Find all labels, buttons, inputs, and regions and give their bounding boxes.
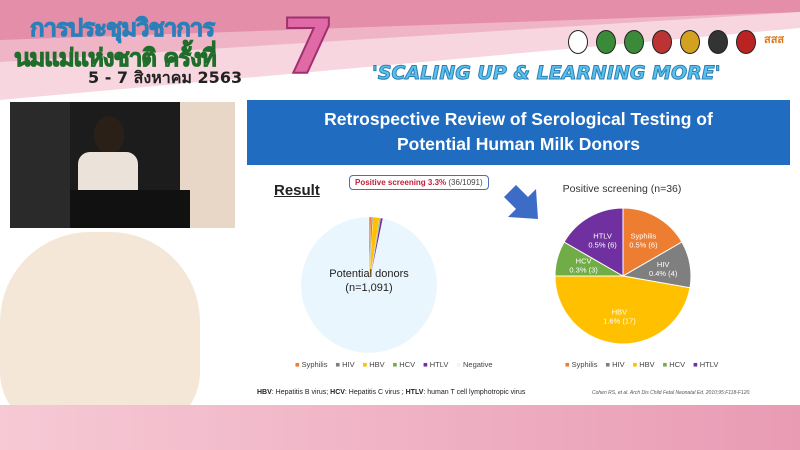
result-heading: Result [274, 182, 320, 199]
footer-band [0, 405, 800, 450]
abbreviation-footnote: HBV: Hepatitis B virus; HCV: Hepatitis C… [257, 389, 525, 396]
pie-slice-hbv [554, 275, 691, 345]
pie-data-label: HIV [657, 260, 670, 269]
logo-icon [568, 30, 588, 54]
logo-icon [624, 30, 644, 54]
pie-slice-htlv [563, 207, 624, 277]
donors-pie-chart [300, 216, 438, 354]
conference-banner: การประชุมวิชาการ นมแม่แห่งชาติ ครั้งที่ … [0, 0, 800, 100]
positive-screening-callout: Positive screening 3.3% (36/1091) [349, 175, 489, 190]
donors-label-line2: (n=1,091) [345, 282, 393, 294]
presentation-slide: Retrospective Review of Serological Test… [247, 100, 790, 405]
footnote-abbr: HBV [257, 389, 272, 396]
slide-title: Retrospective Review of Serological Test… [247, 100, 790, 165]
pie-data-label: 0.4% (4) [649, 269, 678, 278]
legend-item-syphilis: Syphilis [565, 360, 598, 369]
footnote-abbr: HCV [330, 389, 345, 396]
legend-item-hcv: HCV [393, 360, 415, 369]
conference-title-line2: นมแม่แห่งชาติ ครั้งที่ [14, 44, 218, 73]
donors-pie-label: Potential donors (n=1,091) [299, 267, 439, 295]
edition-number: 7 [281, 1, 336, 92]
right-pie-title: Positive screening (n=36) [562, 183, 682, 195]
logo-icon [652, 30, 672, 54]
logo-icon [680, 30, 700, 54]
legend-item-htlv: HTLV [423, 360, 449, 369]
podium [70, 190, 190, 228]
callout-detail: (36/1091) [448, 178, 483, 187]
pie-data-label: Syphilis [630, 232, 656, 241]
legend-item-syphilis: Syphilis [295, 360, 328, 369]
conference-date: 5 - 7 สิงหาคม 2563 [88, 68, 243, 87]
speaker-head [94, 116, 124, 154]
logo-icon [708, 30, 728, 54]
donors-pie-legend: Syphilis HIV HBV HCV HTLV Negative [295, 360, 493, 369]
footnote-text: : Hepatitis B virus; [271, 389, 331, 396]
callout-bold: Positive screening 3.3% [355, 178, 447, 187]
decorative-child-photo [0, 232, 200, 432]
thaihealth-logo: สสส [764, 33, 785, 46]
pie-data-label: 1.6% (17) [603, 317, 636, 326]
logo-icon [596, 30, 616, 54]
legend-item-hbv: HBV [633, 360, 654, 369]
donors-label-line1: Potential donors [329, 268, 409, 280]
sponsor-logos: สสส [568, 30, 784, 54]
slide-title-line1: Retrospective Review of Serological Test… [324, 109, 713, 129]
pie-data-label: HTLV [593, 232, 612, 241]
legend-item-hiv: HIV [335, 360, 355, 369]
positive-pie-legend: Syphilis HIV HBV HCV HTLV [565, 360, 719, 369]
pie-data-label: HCV [576, 256, 592, 265]
slogan: 'SCALING UP & LEARNING MORE' [372, 62, 722, 85]
pie-data-label: 0.3% (3) [569, 265, 598, 274]
footnote-text: : Hepatitis C virus ; [344, 389, 406, 396]
logo-icon [736, 30, 756, 54]
legend-item-hbv: HBV [363, 360, 384, 369]
arrow-icon [504, 185, 538, 219]
legend-item-hiv: HIV [605, 360, 625, 369]
speaker-body [78, 152, 138, 192]
pie-slice-negative [300, 216, 438, 354]
pie-slice-syphilis [622, 207, 683, 277]
legend-item-htlv: HTLV [693, 360, 719, 369]
citation: Cohen RS, et al. Arch Dis Child Fetal Ne… [592, 390, 751, 396]
footnote-abbr: HTLV [405, 389, 424, 396]
pie-data-label: HBV [612, 308, 627, 317]
slide-title-line2: Potential Human Milk Donors [396, 134, 641, 154]
conference-title-line1: การประชุมวิชาการ [29, 14, 215, 43]
legend-item-hcv: HCV [663, 360, 685, 369]
legend-item-negative: Negative [456, 360, 493, 369]
pie-data-label: 0.5% (6) [588, 241, 617, 250]
footnote-text: : human T cell lymphotropic virus [423, 389, 526, 396]
speaker-video [10, 102, 235, 228]
pie-data-label: 0.5% (6) [629, 241, 658, 250]
